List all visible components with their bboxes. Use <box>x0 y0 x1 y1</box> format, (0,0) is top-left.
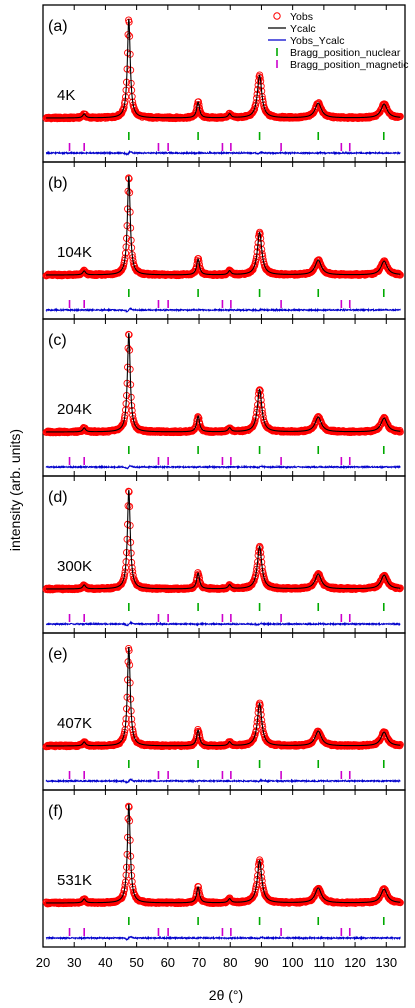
yobs-point <box>130 730 138 739</box>
ycalc-line <box>46 489 401 590</box>
yobs-point <box>376 892 384 900</box>
x-tick-label: 70 <box>192 955 206 970</box>
x-tick-label: 100 <box>282 955 304 970</box>
panel-frame <box>42 632 406 791</box>
legend-item: Bragg_position_magnetic <box>276 59 409 71</box>
yobs-point <box>251 888 259 896</box>
yobs-point <box>195 886 203 894</box>
yobs-series <box>42 174 404 280</box>
x-axis-label: 2θ (°) <box>209 987 243 1003</box>
legend-item: Yobs_Ycalc <box>268 35 344 47</box>
legend-marker-yobs <box>273 12 281 20</box>
x-tick-label: 110 <box>313 955 334 970</box>
yobs-point <box>119 262 128 270</box>
x-tick-label: 130 <box>375 955 397 970</box>
x-tick-label: 30 <box>67 955 81 970</box>
x-tick-label: 20 <box>36 955 50 970</box>
yobs-point <box>249 266 257 274</box>
x-tick-label: 80 <box>223 955 237 970</box>
yobs-point <box>251 417 259 425</box>
yobs-point <box>396 428 404 436</box>
legend-label: Yobs <box>290 11 313 23</box>
yobs-ycalc-line <box>45 777 401 785</box>
x-tick-label: 120 <box>344 955 366 970</box>
yobs-point <box>251 890 259 898</box>
yobs-point <box>190 897 198 905</box>
panel-letter: (e) <box>48 646 68 663</box>
legend: YobsYcalcYobs_YcalcBragg_position_nuclea… <box>268 11 409 71</box>
yobs-point <box>308 425 316 433</box>
yobs-point <box>396 899 404 907</box>
x-tick-label: 90 <box>254 955 268 970</box>
panel-letter: (d) <box>48 489 68 506</box>
temperature-label: 531K <box>57 872 92 889</box>
x-tick-labels: 20 30 40 50 60 70 80 90 100 110 120 130 <box>36 955 397 970</box>
yobs-point <box>118 421 126 429</box>
panel-b: (b) 104K <box>42 161 406 320</box>
legend-label: Yobs_Ycalc <box>290 35 344 47</box>
yobs-series <box>42 330 404 437</box>
ycalc-line <box>46 18 401 119</box>
yobs-ycalc-line <box>46 620 401 627</box>
panel-letter: (b) <box>48 175 68 192</box>
panel-frame <box>42 789 406 948</box>
legend-item: Yobs <box>273 11 313 23</box>
panel-frame <box>42 4 406 163</box>
yobs-point <box>396 271 404 279</box>
panel-c: (c) 204K <box>42 318 406 477</box>
yobs-series <box>42 487 404 594</box>
panel-e: (e) 407K <box>42 632 406 791</box>
yobs-ycalc-line <box>45 464 401 470</box>
panel-frame <box>42 161 406 320</box>
panel-a: (a) 4K <box>42 4 406 163</box>
ycalc-line <box>46 175 401 276</box>
x-tick-label: 60 <box>161 955 175 970</box>
panel-group: (a) 4K (b) 104K (c) 204K (d) 300K (e) 407K (f) 531K <box>42 4 406 948</box>
yobs-ycalc-line <box>45 150 401 156</box>
yobs-point <box>310 893 318 901</box>
panel-frame <box>42 475 406 634</box>
yobs-point <box>120 259 128 267</box>
ycalc-line <box>46 646 401 747</box>
yobs-point <box>119 890 128 898</box>
yobs-point <box>119 419 128 427</box>
legend-item: Bragg_position_nuclear <box>276 47 401 59</box>
ycalc-line <box>46 332 401 433</box>
temperature-label: 300K <box>57 558 92 575</box>
yobs-point <box>251 105 259 113</box>
x-tick-label: 40 <box>98 955 112 970</box>
yobs-ycalc-line <box>45 307 401 314</box>
legend-item: Ycalc <box>268 23 316 35</box>
yobs-series <box>42 802 404 908</box>
ycalc-line <box>46 803 401 904</box>
temperature-label: 104K <box>57 244 92 261</box>
panel-d: (d) 300K <box>42 475 406 634</box>
yobs-ycalc-line <box>45 935 401 942</box>
temperature-label: 204K <box>57 401 92 418</box>
legend-label: Bragg_position_magnetic <box>290 59 409 71</box>
yobs-point <box>260 101 268 109</box>
yobs-series <box>42 644 404 751</box>
legend-label: Ycalc <box>290 23 316 35</box>
panel-letter: (f) <box>48 803 63 820</box>
panel-letter: (a) <box>48 18 68 35</box>
yobs-point <box>396 585 404 593</box>
y-axis-label: intensity (arb. units) <box>7 429 23 551</box>
panel-frame <box>42 318 406 477</box>
legend-label: Bragg_position_nuclear <box>290 47 401 59</box>
panel-letter: (c) <box>48 332 67 349</box>
temperature-label: 4K <box>57 87 75 104</box>
panel-f: (f) 531K <box>42 789 406 948</box>
temperature-label: 407K <box>57 715 92 732</box>
x-tick-label: 50 <box>129 955 143 970</box>
